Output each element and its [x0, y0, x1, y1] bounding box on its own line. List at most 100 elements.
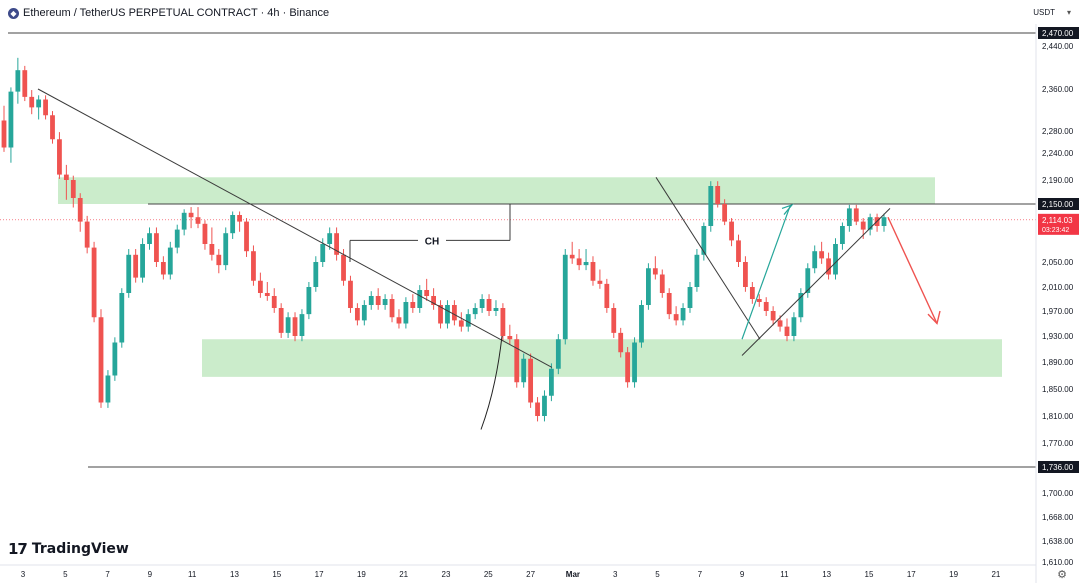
- candle-body: [500, 308, 506, 336]
- candle-body: [625, 352, 631, 383]
- candle-body: [486, 299, 492, 311]
- level-price-tag-label: 2,470.00: [1042, 29, 1074, 38]
- candle-body: [673, 314, 679, 321]
- candle-body: [826, 258, 831, 275]
- tradingview-logo-text: TradingView: [31, 541, 129, 557]
- candle-body: [91, 247, 97, 318]
- candle-body: [535, 402, 540, 416]
- candle-body: [257, 280, 263, 293]
- candle-body: [181, 212, 187, 230]
- candle-body: [867, 217, 873, 230]
- candle-body: [805, 268, 811, 293]
- time-tick-label: 5: [63, 570, 68, 579]
- candle-body: [853, 208, 859, 222]
- level-price-tag: [1038, 461, 1079, 473]
- candle-body: [770, 311, 776, 321]
- candle-body: [306, 287, 312, 315]
- candle-body: [756, 299, 762, 302]
- price-tick-label: 1,668.00: [1042, 513, 1074, 522]
- candle-body: [50, 115, 55, 140]
- candle-body: [472, 308, 478, 315]
- candle-body: [285, 317, 291, 333]
- level-price-tag-label: 1,736.00: [1042, 463, 1074, 472]
- candle-body: [341, 254, 346, 281]
- candle-body: [126, 254, 132, 293]
- candle-body: [22, 70, 28, 97]
- candle-body: [424, 290, 430, 296]
- candle-body: [320, 244, 326, 262]
- ascending-trendline: [741, 208, 891, 356]
- countdown-label: 03:23:42: [1042, 227, 1069, 234]
- settings-icon[interactable]: ⚙: [1057, 569, 1067, 581]
- price-tick-label: 1,770.00: [1042, 439, 1074, 448]
- candle-body: [348, 280, 353, 308]
- candle-body: [77, 198, 83, 222]
- candle-body: [382, 299, 388, 305]
- candle-body: [722, 204, 728, 222]
- candle-body: [749, 287, 755, 299]
- price-tick-label: 1,610.00: [1042, 558, 1074, 567]
- candle-body: [576, 258, 582, 266]
- candle-body: [237, 215, 242, 222]
- time-tick-label: 11: [780, 570, 789, 579]
- currency-selector[interactable]: USDT: [1033, 8, 1055, 17]
- candle-body: [230, 215, 236, 234]
- candle-body: [507, 336, 513, 340]
- time-tick-label: 15: [865, 570, 874, 579]
- candle-body: [514, 339, 520, 383]
- candle-body: [36, 99, 42, 108]
- price-tick-label: 2,240.00: [1042, 149, 1074, 158]
- candle-body: [846, 208, 852, 226]
- candle-body: [632, 342, 637, 383]
- bullish-projection-line: [741, 205, 791, 340]
- candle-body: [1, 120, 7, 148]
- candle-body: [819, 251, 825, 259]
- candle-body: [29, 96, 35, 108]
- price-tick-label: 1,890.00: [1042, 358, 1074, 367]
- bearish-projection-line: [887, 216, 938, 324]
- time-tick-label: 13: [822, 570, 831, 579]
- candle-body: [202, 223, 208, 244]
- candle-body: [763, 302, 769, 311]
- time-tick-label: 21: [399, 570, 408, 579]
- candle-body: [313, 262, 319, 287]
- candle-body: [549, 368, 554, 396]
- candle-body: [98, 317, 104, 403]
- candle-body: [493, 308, 499, 311]
- candle-body: [445, 305, 450, 324]
- chart-title: Ethereum / TetherUS PERPETUAL CONTRACT ·…: [23, 7, 330, 19]
- chevron-down-icon[interactable]: ▾: [1066, 8, 1071, 17]
- candle-body: [223, 233, 229, 266]
- candle-body: [798, 293, 804, 318]
- candle-body: [43, 99, 48, 116]
- time-tick-label: 7: [698, 570, 703, 579]
- candle-body: [431, 296, 437, 305]
- candle-body: [687, 287, 693, 308]
- candle-body: [8, 91, 14, 148]
- wedge-upper-line: [655, 177, 761, 340]
- candle-body: [70, 180, 76, 198]
- time-tick-label: 9: [148, 570, 153, 579]
- candle-body: [639, 305, 644, 343]
- candle-body: [195, 217, 201, 224]
- candle-body: [112, 342, 118, 376]
- candle-body: [396, 317, 402, 324]
- candle-body: [209, 244, 215, 255]
- descending-trendline: [37, 88, 553, 368]
- candle-body: [174, 229, 180, 248]
- tradingview-logo: 17 TradingView: [8, 540, 129, 558]
- candle-body: [15, 70, 21, 92]
- candle-body: [666, 293, 672, 315]
- candle-body: [611, 308, 617, 333]
- candle-body: [244, 221, 249, 252]
- candle-body: [562, 254, 568, 340]
- time-tick-label: 7: [105, 570, 110, 579]
- candle-body: [840, 226, 845, 244]
- chart-title-bar: ◆ Ethereum / TetherUS PERPETUAL CONTRACT…: [8, 7, 329, 19]
- time-tick-label: 19: [949, 570, 958, 579]
- price-tick-label: 2,050.00: [1042, 258, 1074, 267]
- candle-body: [368, 296, 374, 305]
- price-tick-label: 2,440.00: [1042, 42, 1074, 51]
- level-price-tag: [1038, 27, 1079, 39]
